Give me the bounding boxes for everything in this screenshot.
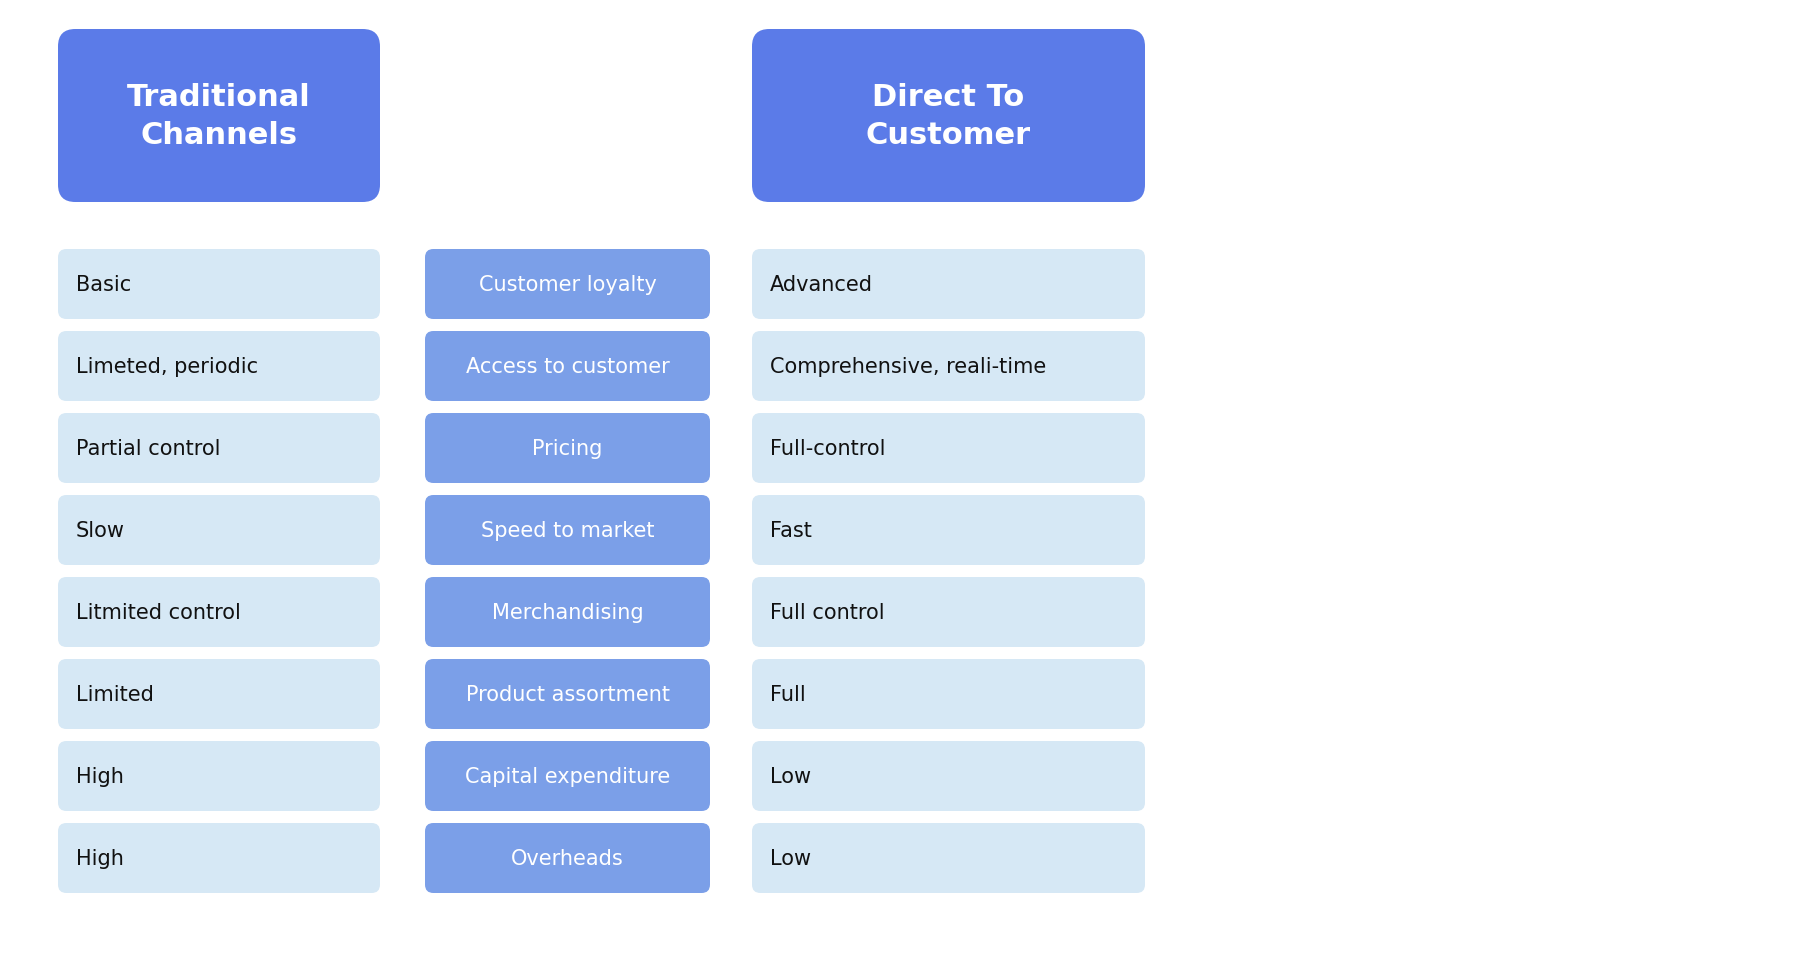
FancyBboxPatch shape <box>752 659 1145 730</box>
Text: Low: Low <box>770 848 812 868</box>
FancyBboxPatch shape <box>425 741 709 811</box>
FancyBboxPatch shape <box>58 659 380 730</box>
Text: Product assortment: Product assortment <box>466 685 670 704</box>
FancyBboxPatch shape <box>425 496 709 565</box>
FancyBboxPatch shape <box>752 741 1145 811</box>
FancyBboxPatch shape <box>752 332 1145 402</box>
FancyBboxPatch shape <box>58 332 380 402</box>
FancyBboxPatch shape <box>425 249 709 320</box>
FancyBboxPatch shape <box>425 823 709 893</box>
FancyBboxPatch shape <box>752 414 1145 483</box>
FancyBboxPatch shape <box>58 249 380 320</box>
Text: Litmited control: Litmited control <box>76 602 241 622</box>
Text: Direct To
Customer: Direct To Customer <box>866 83 1031 150</box>
Text: Capital expenditure: Capital expenditure <box>464 766 670 786</box>
FancyBboxPatch shape <box>425 659 709 730</box>
FancyBboxPatch shape <box>752 30 1145 202</box>
Text: Full: Full <box>770 685 806 704</box>
Text: Traditional
Channels: Traditional Channels <box>128 83 311 150</box>
FancyBboxPatch shape <box>58 741 380 811</box>
Text: Limeted, periodic: Limeted, periodic <box>76 357 257 377</box>
Text: Pricing: Pricing <box>533 438 603 459</box>
FancyBboxPatch shape <box>58 823 380 893</box>
Text: Slow: Slow <box>76 520 124 541</box>
Text: Full-control: Full-control <box>770 438 886 459</box>
FancyBboxPatch shape <box>58 414 380 483</box>
FancyBboxPatch shape <box>752 577 1145 647</box>
FancyBboxPatch shape <box>58 30 380 202</box>
Text: Overheads: Overheads <box>511 848 625 868</box>
FancyBboxPatch shape <box>425 332 709 402</box>
Text: Access to customer: Access to customer <box>466 357 670 377</box>
Text: Low: Low <box>770 766 812 786</box>
Text: Basic: Basic <box>76 275 131 294</box>
FancyBboxPatch shape <box>58 577 380 647</box>
FancyBboxPatch shape <box>425 577 709 647</box>
FancyBboxPatch shape <box>752 249 1145 320</box>
Text: Speed to market: Speed to market <box>481 520 653 541</box>
Text: High: High <box>76 848 124 868</box>
FancyBboxPatch shape <box>58 496 380 565</box>
Text: Customer loyalty: Customer loyalty <box>479 275 657 294</box>
Text: Full control: Full control <box>770 602 884 622</box>
Text: Limited: Limited <box>76 685 153 704</box>
Text: Comprehensive, reali-time: Comprehensive, reali-time <box>770 357 1046 377</box>
FancyBboxPatch shape <box>752 823 1145 893</box>
Text: Fast: Fast <box>770 520 812 541</box>
Text: High: High <box>76 766 124 786</box>
Text: Advanced: Advanced <box>770 275 873 294</box>
FancyBboxPatch shape <box>752 496 1145 565</box>
Text: Partial control: Partial control <box>76 438 220 459</box>
FancyBboxPatch shape <box>425 414 709 483</box>
Text: Merchandising: Merchandising <box>491 602 643 622</box>
